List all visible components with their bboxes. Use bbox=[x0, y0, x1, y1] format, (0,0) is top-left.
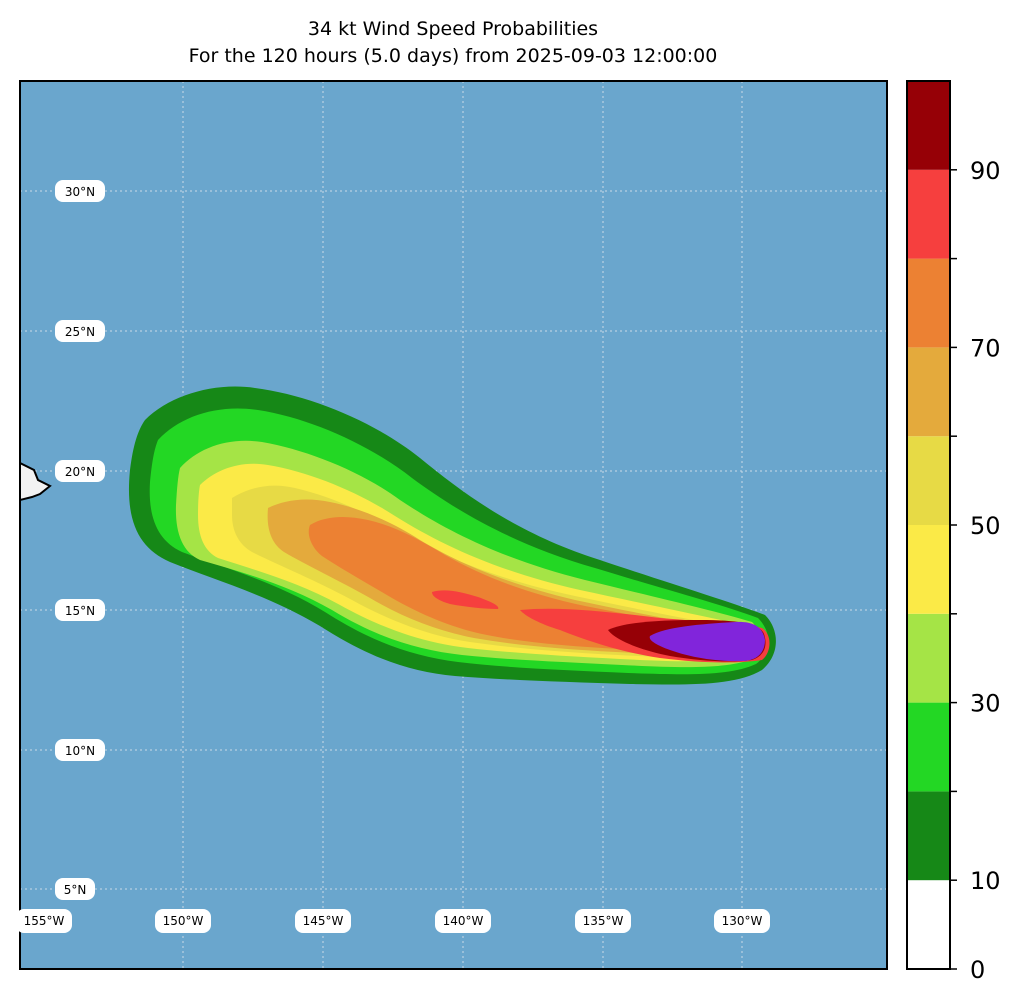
colorbar-cell bbox=[907, 613, 950, 703]
colorbar-ticks: 0 10 30 50 70 90 bbox=[950, 157, 1001, 984]
hawaii-island bbox=[20, 461, 52, 502]
lat-label-box bbox=[55, 599, 105, 621]
graticule bbox=[20, 81, 887, 969]
prob-band-95 bbox=[649, 621, 765, 662]
colorbar-cell bbox=[907, 880, 950, 969]
colorbar-cell bbox=[907, 525, 950, 614]
lat-label-box bbox=[55, 739, 105, 761]
lat-label-box bbox=[55, 460, 105, 482]
lon-label-box bbox=[16, 909, 72, 933]
lon-label-155w: 155°W bbox=[24, 914, 65, 928]
lat-label-20n: 20°N bbox=[65, 465, 95, 479]
lat-label-30n: 30°N bbox=[65, 185, 95, 199]
lon-label-130w: 130°W bbox=[722, 914, 763, 928]
lat-label-box bbox=[55, 878, 95, 900]
colorbar-cell bbox=[907, 347, 950, 437]
lon-label-140w: 140°W bbox=[443, 914, 484, 928]
lon-label-box bbox=[575, 909, 631, 933]
map-frame bbox=[19, 80, 888, 970]
lat-label-25n: 25°N bbox=[65, 325, 95, 339]
lon-label-145w: 145°W bbox=[303, 914, 344, 928]
colorbar-cell bbox=[907, 702, 950, 792]
colorbar-cell bbox=[907, 169, 950, 259]
lon-label-box bbox=[435, 909, 491, 933]
lat-label-box bbox=[55, 180, 105, 202]
chart-title: 34 kt Wind Speed Probabilities bbox=[307, 18, 599, 40]
longitude-labels: 155°W 150°W 145°W 140°W 135°W 130°W bbox=[16, 909, 770, 933]
lat-label-5n: 5°N bbox=[64, 883, 87, 897]
lat-label-box bbox=[55, 320, 105, 342]
lat-label-15n: 15°N bbox=[65, 604, 95, 618]
colorbar-tick-label: 30 bbox=[970, 690, 1001, 718]
lat-label-10n: 10°N bbox=[65, 744, 95, 758]
lon-label-135w: 135°W bbox=[583, 914, 624, 928]
colorbar-tick-label: 90 bbox=[970, 157, 1001, 185]
colorbar-cell bbox=[907, 81, 950, 170]
latitude-labels: 30°N 25°N 20°N 15°N 10°N 5°N bbox=[55, 180, 105, 900]
lon-label-box bbox=[155, 909, 211, 933]
chart-subtitle: For the 120 hours (5.0 days) from 2025-0… bbox=[188, 45, 718, 67]
wind-probability-swath bbox=[128, 386, 776, 685]
colorbar-tick-label: 10 bbox=[970, 867, 1001, 895]
colorbar-cell bbox=[907, 791, 950, 881]
colorbar-tick-label: 70 bbox=[970, 334, 1001, 362]
lon-label-box bbox=[714, 909, 770, 933]
colorbar-tick-label: 50 bbox=[970, 512, 1001, 540]
lon-label-150w: 150°W bbox=[163, 914, 204, 928]
lon-label-box bbox=[295, 909, 351, 933]
colorbar: 0 10 30 50 70 90 bbox=[906, 80, 1001, 984]
colorbar-cell bbox=[907, 436, 950, 525]
colorbar-cell bbox=[907, 258, 950, 348]
colorbar-tick-label: 0 bbox=[970, 956, 985, 984]
prob-band-75-west bbox=[432, 590, 499, 609]
colorbar-cells bbox=[907, 81, 950, 969]
